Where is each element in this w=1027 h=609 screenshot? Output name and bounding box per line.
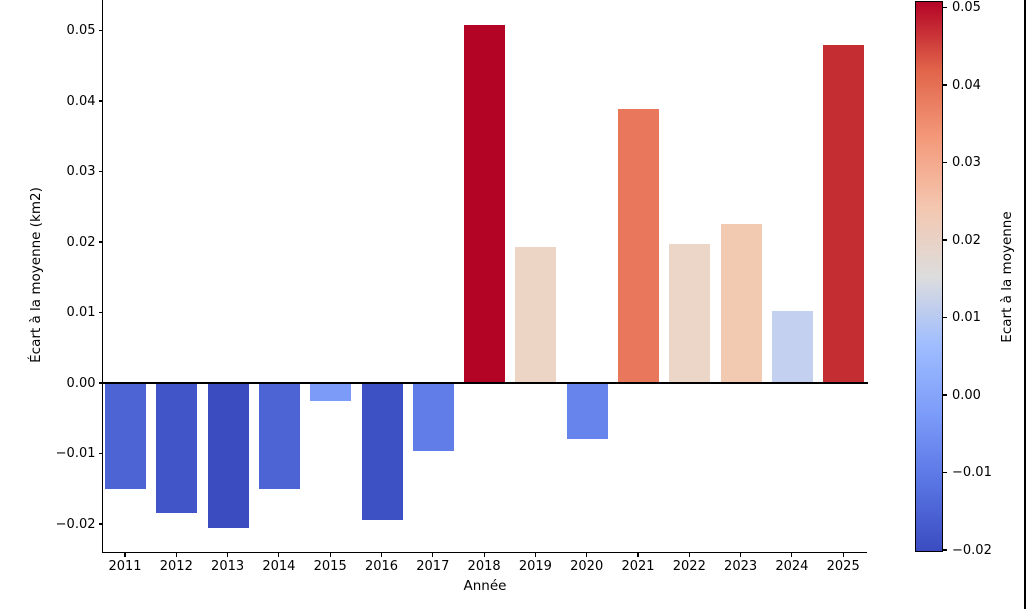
y-tick-mark <box>98 452 103 455</box>
bar-2011 <box>105 383 146 490</box>
colorbar-tick-mark <box>943 471 947 474</box>
y-tick-label: 0.05 <box>66 23 96 38</box>
x-tick-label: 2015 <box>313 559 347 574</box>
colorbar-tick-label: 0.04 <box>952 77 981 93</box>
x-tick-mark <box>124 553 126 557</box>
zero-baseline <box>103 382 868 384</box>
x-tick-mark <box>380 553 383 557</box>
y-tick-label: 0.00 <box>66 375 96 391</box>
y-axis-label: Écart à la moyenne (km2) <box>28 187 44 363</box>
y-tick-label: −0.02 <box>55 516 96 532</box>
y-tick-label: 0.04 <box>66 93 96 109</box>
x-tick-mark <box>740 553 742 557</box>
colorbar-tick-mark <box>943 161 947 164</box>
bar-2020 <box>566 383 608 440</box>
colorbar-tick-label: −0.01 <box>952 465 992 480</box>
x-tick-mark <box>278 553 280 557</box>
x-axis-label: Année <box>463 578 507 594</box>
colorbar-tick-mark <box>943 6 947 9</box>
bar-2019 <box>515 246 557 383</box>
colorbar-tick-label: 0.03 <box>952 155 981 170</box>
y-tick-mark <box>98 29 103 32</box>
x-tick-label: 2020 <box>570 559 604 574</box>
y-tick-mark <box>98 523 103 525</box>
y-tick-mark <box>98 241 103 243</box>
bar-2013 <box>207 383 249 529</box>
bar-2017 <box>412 383 454 451</box>
x-tick-label: 2022 <box>672 559 706 574</box>
colorbar-tick-mark <box>943 394 947 396</box>
bar-2021 <box>618 108 659 383</box>
colorbar-label: Ecart à la moyenne <box>999 211 1015 343</box>
bar-2014 <box>258 383 300 490</box>
colorbar-tick-label: −0.02 <box>952 542 992 558</box>
x-tick-mark <box>329 553 331 557</box>
bar-2024 <box>771 311 813 383</box>
x-tick-mark <box>586 553 588 557</box>
colorbar-tick-label: 0.05 <box>952 0 981 15</box>
x-tick-label: 2011 <box>108 559 142 574</box>
x-tick-label: 2017 <box>416 559 450 574</box>
x-tick-mark <box>483 553 485 557</box>
colorbar-tick-label: 0.02 <box>952 232 981 248</box>
x-tick-label: 2014 <box>262 559 296 574</box>
x-tick-mark <box>432 553 434 557</box>
y-tick-mark <box>98 170 103 173</box>
y-tick-label: 0.03 <box>66 164 96 179</box>
y-tick-label: 0.01 <box>66 305 96 320</box>
x-tick-label: 2012 <box>159 559 193 574</box>
x-tick-label: 2018 <box>467 559 501 574</box>
x-tick-label: 2023 <box>724 559 758 574</box>
colorbar-tick-mark <box>943 316 947 319</box>
x-tick-mark <box>637 553 639 557</box>
x-tick-mark <box>227 553 229 557</box>
bar-2015 <box>310 383 352 402</box>
x-tick-label: 2019 <box>518 559 552 574</box>
colorbar-tick-mark <box>943 84 947 86</box>
y-tick-mark <box>98 100 103 102</box>
x-tick-mark <box>175 553 177 557</box>
y-tick-mark <box>98 382 103 384</box>
window-right-border <box>1023 0 1026 609</box>
colorbar-tick-label: 0.01 <box>952 310 981 325</box>
bar-2025 <box>823 45 865 383</box>
colorbar-tick-label: 0.00 <box>952 387 981 403</box>
x-tick-label: 2024 <box>775 559 809 574</box>
bar-2012 <box>156 383 198 514</box>
x-tick-mark <box>842 553 844 557</box>
colorbar-gradient <box>915 1 943 552</box>
y-tick-label: 0.02 <box>66 234 96 250</box>
x-tick-mark <box>534 553 536 557</box>
bar-2023 <box>720 224 762 383</box>
x-tick-mark <box>791 553 793 557</box>
plot-area <box>102 0 868 553</box>
bar-2022 <box>669 244 711 383</box>
colorbar-tick-mark <box>943 239 947 241</box>
x-tick-label: 2025 <box>826 559 860 574</box>
bar-2016 <box>361 383 403 520</box>
y-tick-label: −0.01 <box>55 446 96 461</box>
x-tick-label: 2013 <box>211 559 245 574</box>
x-tick-mark <box>688 553 690 557</box>
y-tick-mark <box>98 311 103 314</box>
x-tick-label: 2016 <box>364 559 399 574</box>
colorbar-tick-mark <box>943 549 947 551</box>
bar-2018 <box>464 24 506 383</box>
x-tick-label: 2021 <box>621 559 655 574</box>
